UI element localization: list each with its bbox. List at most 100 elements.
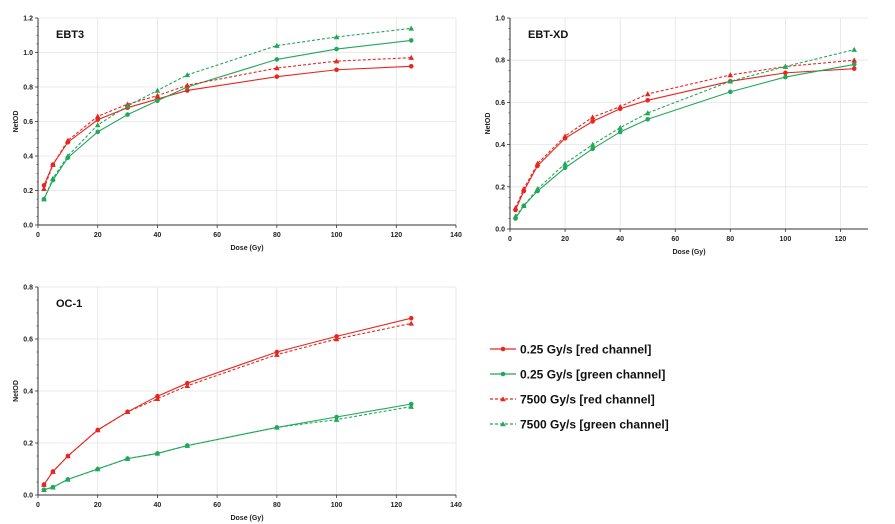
data-point <box>408 64 414 69</box>
legend-swatch-marker <box>500 371 506 377</box>
x-tick-label: 120 <box>390 232 402 239</box>
data-point <box>333 34 340 40</box>
series-line <box>43 39 412 200</box>
legend-item: 7500 Gy/s [green channel] <box>490 418 669 432</box>
data-point <box>184 72 191 78</box>
data-point <box>94 466 101 472</box>
data-point <box>520 186 527 192</box>
x-tick-label: 60 <box>213 502 221 509</box>
series-line <box>43 322 412 485</box>
data-point <box>782 63 789 69</box>
series-line <box>515 63 855 219</box>
y-tick-label: 0.4 <box>23 154 33 161</box>
data-point <box>851 66 857 71</box>
data-point <box>274 65 280 71</box>
x-tick-label: 20 <box>94 232 102 239</box>
x-tick-label: 20 <box>94 502 102 509</box>
data-point <box>184 442 191 448</box>
data-point <box>333 336 340 342</box>
series-line <box>43 65 412 186</box>
y-tick-label: 0.2 <box>23 188 33 195</box>
y-tick-label: 0.6 <box>23 119 33 126</box>
x-tick-label: 100 <box>780 236 792 243</box>
data-point <box>408 54 415 60</box>
series-2 <box>41 54 415 192</box>
data-point <box>154 92 161 98</box>
y-tick-label: 1.0 <box>23 50 33 57</box>
data-point <box>408 403 415 409</box>
data-point <box>589 114 596 120</box>
data-point <box>65 476 71 482</box>
data-point <box>728 89 733 95</box>
y-tick-label: 0.2 <box>23 441 33 448</box>
data-point <box>645 97 650 103</box>
series-3 <box>41 403 415 493</box>
data-point <box>590 119 595 124</box>
x-tick-label: 60 <box>671 236 679 243</box>
data-point <box>727 72 734 78</box>
data-point <box>65 137 71 143</box>
data-point <box>334 46 339 52</box>
data-point <box>783 74 788 80</box>
data-point <box>617 103 623 109</box>
x-tick-label: 80 <box>273 502 281 509</box>
data-point <box>534 186 541 192</box>
data-point <box>851 46 858 52</box>
legend-swatch-marker <box>500 396 506 402</box>
data-point <box>94 122 101 128</box>
chart-panel-0: 0 20 40 60 80 100 120 140 0.0 0.2 0.4 0.6 0.8 1.0 1.2 D… <box>13 16 462 253</box>
y-axis-label: NetOD <box>13 111 20 133</box>
data-point <box>274 424 280 430</box>
y-tick-label: 0.8 <box>23 85 33 92</box>
y-axis-label: NetOD <box>13 380 20 402</box>
series-2 <box>41 320 415 487</box>
x-axis-label: Dose (Gy) <box>230 245 263 252</box>
data-point <box>408 315 414 321</box>
legend-label: 7500 Gy/s [red channel] <box>520 393 655 407</box>
data-point <box>408 25 415 31</box>
data-point <box>41 481 47 487</box>
data-point <box>851 62 857 67</box>
y-tick-label: 0.8 <box>23 285 33 292</box>
x-axis-label: Dose (Gy) <box>230 515 263 522</box>
x-tick-label: 0 <box>36 502 40 509</box>
data-point <box>41 487 47 493</box>
data-point <box>184 88 190 93</box>
y-tick-label: 0.4 <box>23 389 33 396</box>
chart-panel-1: 0 20 40 60 80 100 120 0.0 0.2 0.4 0.6 0.8 1.0 Dose (G… <box>485 16 868 256</box>
data-point <box>50 175 56 181</box>
x-tick-label: 100 <box>331 502 343 509</box>
series-2 <box>512 57 858 211</box>
data-point <box>645 116 650 122</box>
legend-swatch-marker <box>500 346 506 352</box>
data-point <box>65 153 71 159</box>
data-point <box>65 453 71 459</box>
data-point <box>125 112 130 117</box>
data-point <box>644 91 651 97</box>
legend-label: 7500 Gy/s [green channel] <box>520 418 669 432</box>
legend-item: 0.25 Gy/s [red channel] <box>490 343 651 357</box>
data-point <box>41 185 47 192</box>
chart-title: EBT3 <box>56 29 84 41</box>
series-line <box>43 57 412 189</box>
legend-swatch-marker <box>500 421 506 427</box>
data-point <box>95 117 101 123</box>
data-point <box>512 205 519 211</box>
series-line <box>43 27 412 200</box>
series-line <box>515 49 855 217</box>
series-line <box>43 406 412 491</box>
data-point <box>155 98 160 104</box>
series-line <box>43 403 412 491</box>
chart-title: EBT-XD <box>528 29 568 41</box>
data-point <box>562 165 568 171</box>
series-3 <box>41 25 415 202</box>
x-tick-label: 40 <box>154 502 162 509</box>
data-point <box>851 57 858 63</box>
x-tick-label: 140 <box>450 502 462 509</box>
data-point <box>617 129 623 135</box>
series-line <box>515 59 855 209</box>
data-point <box>124 103 131 109</box>
data-point <box>94 113 101 119</box>
data-point <box>274 57 280 62</box>
x-tick-label: 80 <box>273 232 281 239</box>
